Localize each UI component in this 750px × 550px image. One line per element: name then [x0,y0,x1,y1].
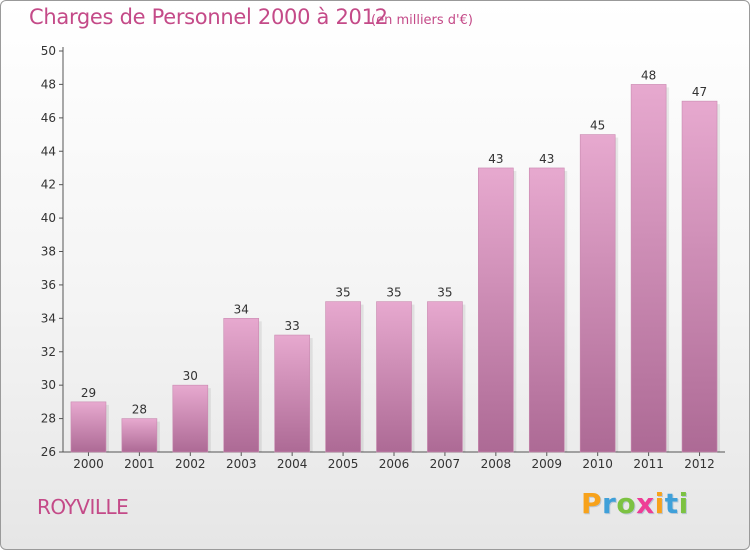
y-axis: 26 28 30 32 34 36 38 40 42 44 46 48 50 [41,44,64,459]
y-tick-label: 34 [41,311,56,325]
logo-letter: P [581,487,603,520]
bar-2007 [427,301,463,453]
data-label-2008: 43 [488,152,503,166]
y-tick-label: 44 [41,144,56,158]
bar-2011 [630,84,667,453]
x-tick-label-2009: 2009 [531,457,562,471]
x-axis: 2000 2001 2002 2003 2004 2005 2006 2007 2008 2009… [63,451,725,471]
x-tick-label-2004: 2004 [277,457,308,471]
data-label-2003: 34 [234,302,249,316]
data-label-2001: 28 [132,403,147,417]
bar-2005 [325,301,361,453]
logo-letter: r [602,487,617,520]
data-label-2009: 43 [539,152,554,166]
data-label-2006: 35 [386,286,401,300]
data-label-2012: 47 [692,85,707,99]
x-tick-label-2011: 2011 [633,457,664,471]
y-tick-label: 40 [41,211,56,225]
x-tick-label-2012: 2012 [684,457,715,471]
data-label-2005: 35 [335,286,350,300]
x-tick-label-2008: 2008 [481,457,512,471]
bar-2001 [121,418,158,453]
bar-2004 [274,334,310,453]
bar-2009 [528,167,565,453]
bar-2012 [681,100,718,453]
proxiti-logo: Proxiti [581,487,689,520]
y-tick-label: 42 [41,178,56,192]
bars: 29 28 30 34 33 35 35 35 43 43 45 48 47 [70,68,721,453]
x-tick-label-2002: 2002 [175,457,206,471]
y-tick-label: 28 [41,412,56,426]
data-label-2002: 30 [183,369,198,383]
y-tick-label: 36 [41,278,56,292]
x-tick-label-2001: 2001 [124,457,155,471]
logo-letter: i [678,487,689,520]
chart-unit: (en milliers d'€) [371,13,473,28]
x-tick-label-2003: 2003 [226,457,257,471]
bar-2008 [478,167,514,453]
y-tick-label: 50 [41,44,56,58]
y-tick-label: 48 [41,77,56,91]
logo-letter: t [664,487,679,520]
y-tick-label: 30 [41,378,56,392]
logo-letter: o [616,487,637,520]
bar-2002 [172,384,209,453]
y-tick-label: 46 [41,111,56,125]
x-tick-label-2005: 2005 [328,457,359,471]
logo-letter: i [654,487,665,520]
chart-title: Charges de Personnel 2000 à 2012 [29,5,388,29]
data-label-2000: 29 [81,386,96,400]
commune-name: ROYVILLE [37,495,129,519]
x-tick-label-2000: 2000 [73,457,104,471]
logo-letter: x [636,487,655,520]
y-tick-label: 32 [41,345,56,359]
data-label-2011: 48 [641,68,656,82]
x-tick-label-2010: 2010 [582,457,613,471]
bar-2003 [223,318,260,453]
bar-2000 [70,401,107,453]
y-tick-label: 38 [41,245,56,259]
data-label-2007: 35 [437,286,452,300]
y-tick-label: 26 [41,445,56,459]
data-label-2004: 33 [285,319,300,333]
data-label-2010: 45 [590,119,605,133]
bar-2006 [376,301,412,453]
x-tick-label-2007: 2007 [430,457,461,471]
x-tick-label-2006: 2006 [379,457,410,471]
bar-2010 [579,134,616,453]
